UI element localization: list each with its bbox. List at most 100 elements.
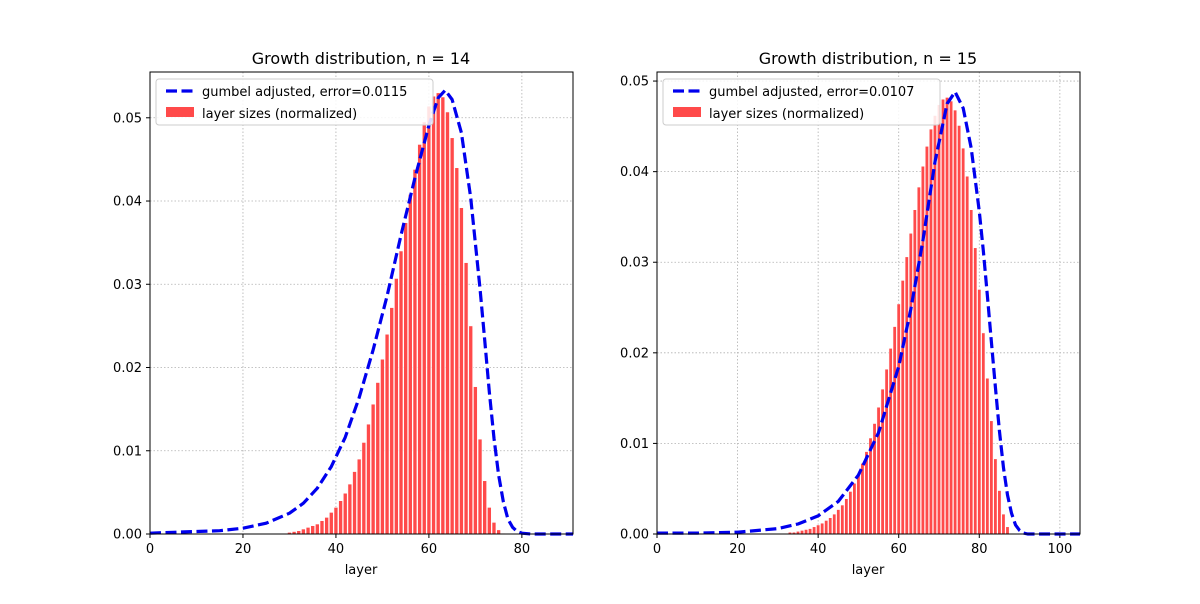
histogram-bar: [445, 111, 450, 535]
legend-entry-bars: layer sizes (normalized): [202, 107, 357, 122]
legend-entry-fit: gumbel adjusted, error=0.0115: [202, 85, 407, 100]
histogram-bar: [892, 326, 897, 535]
y-tick-label: 0.03: [113, 278, 142, 293]
histogram-bar: [468, 325, 474, 535]
histogram-bar: [981, 332, 986, 535]
histogram-bar: [812, 526, 817, 535]
histogram-bar: [463, 262, 469, 535]
legend-box: [155, 78, 434, 126]
x-tick-label: 80: [971, 542, 988, 557]
x-tick-label: 100: [1047, 542, 1072, 557]
axes-frame: [656, 71, 1081, 535]
histogram-bar: [329, 512, 334, 535]
histogram-bar: [459, 207, 464, 535]
histogram-bar: [856, 473, 861, 535]
histogram-bar: [896, 303, 901, 535]
histogram-bar: [398, 250, 404, 535]
histogram-bar: [969, 209, 974, 535]
histogram-bar: [319, 520, 325, 535]
histogram-bar: [844, 498, 849, 535]
histogram-bar: [375, 382, 381, 535]
histogram-bar: [361, 442, 367, 535]
y-tick-label: 0.03: [620, 256, 649, 271]
histogram-bar: [1005, 526, 1010, 535]
x-tick-label: 0: [146, 542, 154, 557]
x-axis-label: layer: [852, 563, 885, 578]
histogram-bar: [888, 347, 893, 535]
histogram-bar: [417, 144, 422, 535]
histogram-bar: [840, 504, 845, 535]
histogram-bar: [449, 137, 455, 535]
histogram-bar: [473, 386, 478, 535]
histogram-bar: [908, 232, 913, 535]
histogram-bar: [957, 125, 962, 535]
histogram-bar: [366, 423, 371, 535]
histogram-bar: [904, 256, 909, 535]
histogram-bar: [482, 480, 487, 535]
y-tick-label: 0.05: [620, 75, 649, 90]
histogram-bar: [977, 289, 982, 535]
histogram-bar: [816, 524, 821, 535]
x-tick-label: 0: [653, 542, 661, 557]
histogram-bar: [965, 175, 970, 535]
plot-area: 0 20 40 60 80 0.00 0.01 0.02 0.03 0.04 0.05 gumbel …: [113, 71, 574, 557]
histogram-bar: [912, 209, 917, 535]
subplot-n15: Growth distribution, n = 15 0 20 40 60 80 100…: [620, 49, 1081, 578]
histogram-bar: [315, 523, 320, 535]
histogram-bar: [884, 368, 889, 535]
histogram-bar: [384, 333, 390, 535]
histogram-bar: [900, 280, 905, 535]
histogram-bar: [868, 437, 873, 535]
histogram-bar: [403, 222, 408, 535]
histogram-bar: [880, 388, 885, 535]
histogram-bar: [920, 165, 925, 535]
histogram-bar: [848, 491, 853, 535]
histogram-bar: [860, 463, 865, 535]
histogram-bar: [973, 247, 978, 535]
x-tick-label: 40: [328, 542, 345, 557]
subplot-n14: Growth distribution, n = 14 0 20 40 60 80 0.0…: [113, 49, 574, 578]
histogram-bar: [426, 105, 432, 535]
histogram-bar: [477, 438, 483, 535]
y-tick-label: 0.04: [620, 165, 649, 180]
histogram-bar: [997, 490, 1002, 535]
histogram-bar: [301, 528, 306, 535]
histogram-bar: [832, 513, 837, 535]
histogram-bar: [310, 525, 315, 535]
histogram-bar: [824, 520, 829, 535]
histogram-bar: [936, 104, 942, 535]
y-tick-label: 0.04: [113, 195, 142, 210]
histogram-bar: [949, 100, 954, 535]
gumbel-fit-line: [149, 88, 573, 536]
legend-box: [662, 78, 941, 126]
histogram-bar: [828, 517, 833, 535]
y-tick-label: 0.00: [620, 528, 649, 543]
histogram-bar: [487, 507, 492, 535]
plot-area: 0 20 40 60 80 100 0.00 0.01 0.02 0.03 0.04 0.05 gumb…: [620, 71, 1081, 557]
legend-entry-fit: gumbel adjusted, error=0.0107: [709, 85, 914, 100]
histogram-bar: [435, 92, 441, 535]
legend-bar-swatch: [166, 107, 194, 117]
histogram-bar: [993, 458, 998, 535]
histogram-bar: [496, 529, 501, 535]
y-tick-label: 0.02: [620, 346, 649, 361]
histogram-bar: [342, 492, 348, 535]
y-tick-label: 0.05: [113, 111, 142, 126]
chart-title: Growth distribution, n = 15: [759, 49, 977, 68]
legend-bar-swatch: [673, 107, 701, 117]
x-tick-label: 20: [235, 542, 252, 557]
histogram-bar: [305, 527, 311, 535]
histogram-bar: [961, 147, 966, 535]
histogram-bar: [808, 528, 813, 535]
legend: gumbel adjusted, error=0.0107 layer sizes…: [662, 78, 941, 126]
histogram-bar: [412, 169, 418, 535]
histogram-bar: [941, 98, 946, 535]
y-tick-label: 0.00: [113, 528, 142, 543]
histogram-bar: [491, 522, 497, 535]
x-tick-label: 80: [514, 542, 531, 557]
chart-title: Growth distribution, n = 14: [252, 49, 470, 68]
y-tick-label: 0.01: [113, 444, 142, 459]
histogram-bar: [338, 500, 343, 535]
